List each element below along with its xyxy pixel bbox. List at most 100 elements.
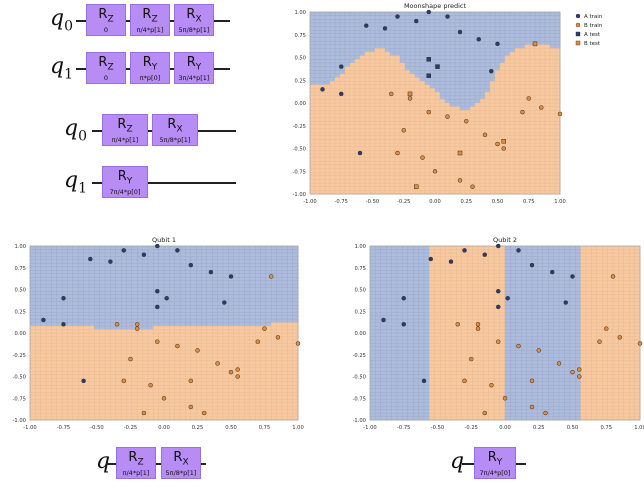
data-point [462,248,467,253]
y-tick-label: 0.00 [354,331,366,337]
decision-region [369,245,641,421]
data-point [597,339,602,344]
data-point [496,304,501,310]
data-point [61,322,66,327]
data-point [637,341,643,346]
x-tick-label: -0.25 [124,425,137,431]
y-tick-label: 0.50 [294,56,306,62]
x-tick-label: -0.75 [335,199,348,205]
x-tick-label: 0.25 [460,199,472,205]
data-point [141,252,147,257]
rotation-gate: RX 5π/8*p[1] [161,447,201,479]
data-point [228,369,234,375]
data-point [475,322,481,327]
data-point [401,322,406,327]
x-tick-label: 0.25 [192,425,204,431]
data-point [432,169,438,174]
data-point [476,37,481,42]
legend-entry: A train [584,14,603,20]
chart-title: Qubit 1 [152,236,176,244]
data-point [529,404,535,410]
y-tick-label: -0.25 [293,124,306,130]
data-point [108,259,113,264]
qubit-label: q1 [50,54,74,83]
data-point [489,68,494,74]
data-point [188,404,194,410]
x-tick-label: -1.00 [303,199,316,205]
qubit-label: q0 [64,116,88,145]
data-point [529,262,535,268]
y-tick-label: 0.25 [294,78,306,84]
data-point [121,378,127,384]
plot-frame [309,11,561,195]
data-point [469,356,474,362]
y-tick-label: 1.00 [14,244,26,250]
y-tick-label: 0.75 [294,33,306,39]
qubit-wire [92,182,236,184]
y-tick-label: 0.00 [14,331,26,337]
gate-parameter: 5π/8*p[1] [159,135,191,144]
data-point [462,378,467,384]
legend: A train B train A test B test [575,13,603,47]
data-point [128,356,133,362]
x-tick-label: 0.50 [567,425,579,431]
data-point [577,367,582,372]
gate-parameter: π/4*p[1] [122,468,150,477]
data-point [81,378,86,384]
legend-marker [575,31,581,37]
data-point [516,343,521,349]
gate-parameter: 0 [103,73,109,82]
y-tick-label: -0.25 [13,353,26,359]
data-point [617,335,622,340]
data-point-test [426,73,431,78]
data-point [88,256,93,262]
data-point [470,184,475,189]
data-point-test [435,64,440,69]
data-point [175,343,180,349]
data-point [262,326,267,331]
y-tick-label: 0.75 [354,266,366,272]
x-tick-label: 0.00 [158,425,170,431]
y-tick-label: -0.50 [293,147,306,153]
x-tick-label: 1.00 [292,425,304,431]
data-point [543,410,548,416]
data-point [141,410,147,416]
data-point [489,382,494,388]
data-point [407,96,413,101]
data-point [482,132,488,138]
x-tick-label: 0.50 [492,199,504,205]
rotation-gate: RX 5π/8*p[1] [152,114,198,146]
data-point [428,256,433,262]
x-tick-label: 0.00 [499,425,511,431]
data-point [495,141,500,147]
data-point [502,396,508,401]
data-point [382,26,388,31]
x-tick-label: -0.50 [90,425,103,431]
data-point [482,252,487,257]
data-point [539,105,544,110]
data-point [155,304,160,310]
data-point [255,339,261,344]
data-point [482,410,487,416]
data-point [364,23,369,28]
legend-marker [575,40,581,46]
y-tick-label: -0.75 [353,396,366,402]
decision-region [309,11,561,195]
x-tick-label: 0.75 [523,199,535,205]
data-point [421,378,427,384]
x-tick-label: 0.75 [259,425,271,431]
legend-marker [575,13,581,19]
gate-parameter: 5π/8*p[1] [165,468,197,477]
data-point [395,14,400,19]
x-tick-label: -0.75 [57,425,70,431]
data-point [401,295,406,301]
x-tick-label: -1.00 [23,425,36,431]
data-point [381,317,386,323]
x-tick-label: -0.75 [397,425,410,431]
data-point-test [501,138,506,144]
data-point-test [426,57,431,62]
data-point [208,269,214,275]
x-tick-label: 1.00 [554,199,566,205]
gate-parameter: π*p[0] [139,73,161,82]
rotation-gate: RY 7π/4*p[0] [474,447,516,479]
